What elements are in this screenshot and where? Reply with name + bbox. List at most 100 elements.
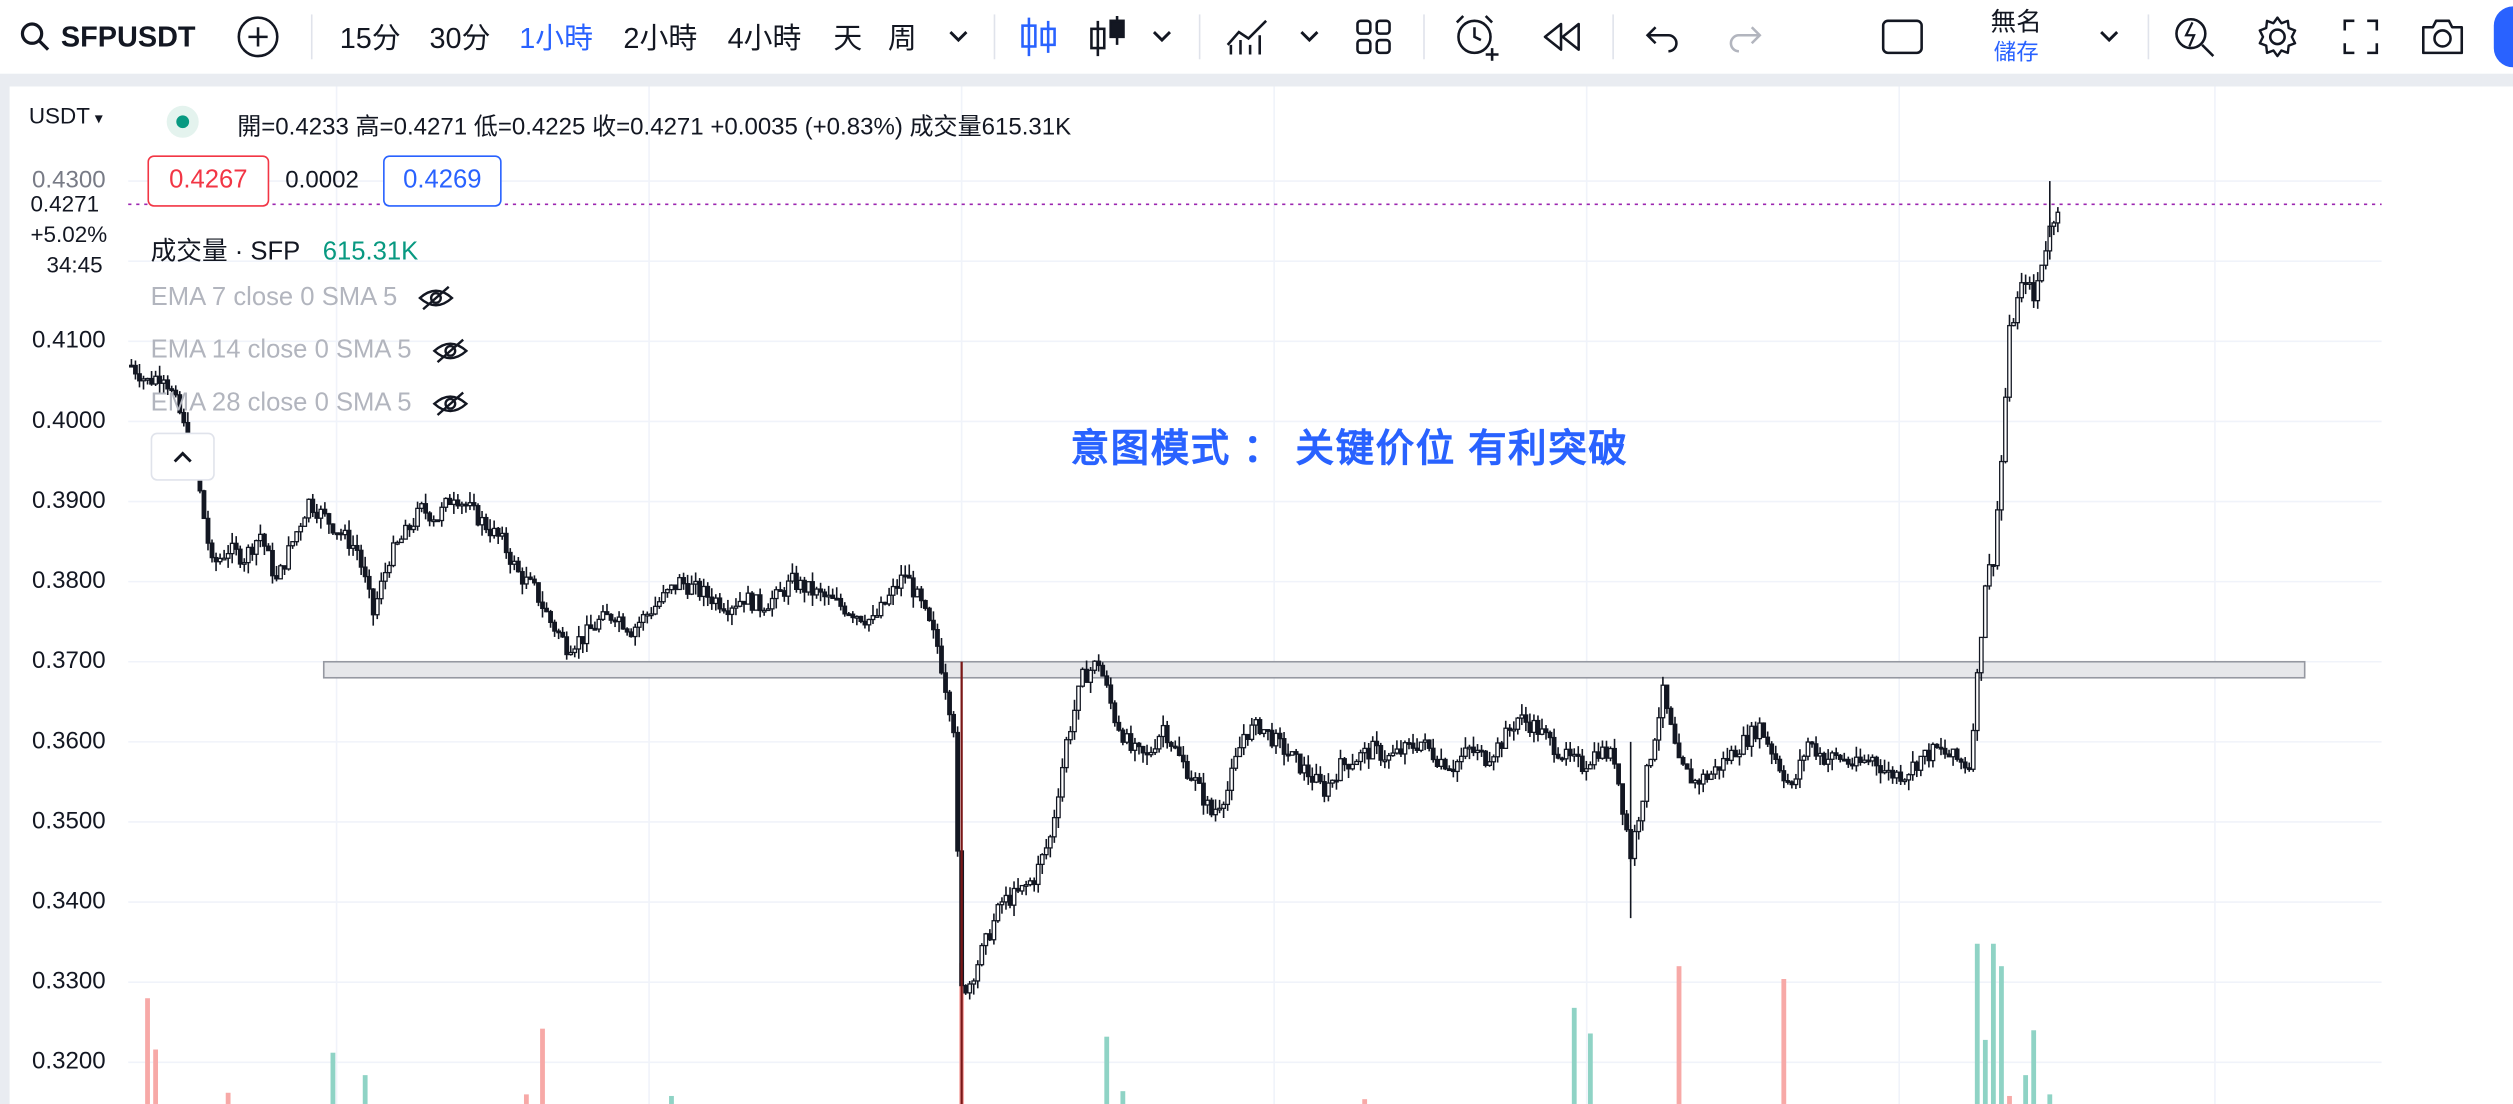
candle-body (709, 596, 715, 605)
chart-annotation-text[interactable]: 意图模式 ： 关键价位 有利突破 (1070, 427, 1629, 472)
candles-icon (1021, 17, 1056, 57)
candle-body (1785, 780, 1791, 783)
alert-button[interactable] (1446, 0, 1507, 74)
fullscreen-button[interactable] (2334, 0, 2388, 74)
indicators-button[interactable] (1218, 0, 1276, 74)
candle-body (2043, 250, 2049, 266)
interval-30m[interactable]: 30分 (429, 22, 491, 55)
indicator-ema14[interactable]: EMA 14 close 0 SMA 5 (151, 336, 470, 365)
collapse-legend-button[interactable] (150, 432, 215, 481)
candle-body (149, 377, 154, 385)
candle-body (1535, 719, 1541, 735)
volume-bar (145, 998, 150, 1104)
candle-body (241, 561, 247, 565)
save-layout-button[interactable]: 無名 儲存 (1968, 5, 2064, 69)
candle-body (713, 597, 719, 605)
candle-body (1309, 775, 1315, 783)
market-status-indicator[interactable] (166, 105, 199, 138)
indicators-dropdown[interactable] (1292, 0, 1327, 74)
sell-price-button[interactable]: 0.4267 (147, 155, 270, 207)
redo-button[interactable] (1721, 0, 1769, 74)
candle-body (789, 572, 795, 582)
candle-body (1692, 779, 1698, 784)
candle-body (1100, 664, 1106, 677)
chart-type-dropdown[interactable] (1144, 0, 1179, 74)
interval-2h[interactable]: 2小時 (623, 22, 698, 55)
candle-body (1563, 748, 1569, 760)
chart-pane[interactable] (0, 86, 2513, 1104)
replay-button[interactable] (1532, 0, 1590, 74)
volume-legend[interactable]: 成交量 · SFP 615.31K (151, 229, 419, 267)
volume-bar (1990, 943, 1996, 1104)
interval-week[interactable]: 周 (887, 22, 917, 55)
candle-body (1914, 761, 1920, 771)
candle-body (459, 503, 465, 507)
indicator-label: EMA 28 close 0 SMA 5 (150, 389, 412, 417)
candle-body (1672, 723, 1678, 744)
candle-body (1805, 741, 1811, 757)
eye-hidden-icon[interactable] (417, 284, 455, 313)
candle-body (1866, 759, 1871, 763)
interval-4h[interactable]: 4小時 (727, 22, 802, 55)
candle-body (1934, 743, 1940, 749)
ohlc-legend: 開=0.4233 高=0.4271 低=0.4225 收=0.4271 +0.0… (237, 113, 1072, 142)
candle-body (362, 566, 368, 578)
candle-body (1874, 756, 1879, 767)
current-price-label: 0.4271 +5.02% 34:45 (30, 191, 107, 282)
candle-body (1293, 751, 1299, 755)
snapshot-button[interactable] (2414, 0, 2472, 74)
layout-name: 無名 (1990, 9, 2042, 37)
price-chart[interactable] (0, 86, 2513, 1104)
currency-unit-selector[interactable]: USDT ▾ (29, 103, 103, 129)
candle-body (1358, 752, 1364, 763)
add-symbol-button[interactable] (234, 0, 282, 74)
chart-type-button[interactable] (1083, 0, 1131, 74)
candle-body (423, 503, 429, 514)
candle-body (931, 619, 936, 631)
indicator-ema7[interactable]: EMA 7 close 0 SMA 5 (151, 284, 456, 313)
layout-button[interactable] (1346, 0, 1400, 74)
candle-body (173, 389, 179, 396)
layout-window-button[interactable] (1875, 0, 1929, 74)
interval-1h[interactable]: 1小時 (519, 22, 593, 55)
candle-body (278, 565, 283, 580)
candle-body (1350, 763, 1355, 770)
eye-hidden-icon[interactable] (431, 336, 469, 365)
candle-body (257, 533, 263, 542)
candles-style-button[interactable] (1013, 0, 1064, 74)
candle-body (1749, 725, 1754, 747)
candle-body (640, 614, 646, 624)
candle-body (169, 388, 175, 392)
candle-body (1096, 660, 1102, 667)
candle-body (1438, 758, 1444, 767)
symbol-search[interactable]: SFPUSDT (19, 0, 199, 74)
candle-body (1632, 830, 1638, 860)
interval-15m[interactable]: 15分 (339, 22, 401, 55)
candle-body (1656, 717, 1662, 741)
candle-body (955, 731, 961, 852)
candle-body (137, 373, 142, 382)
eye-hidden-icon[interactable] (431, 389, 469, 418)
candle-body (1986, 564, 1992, 587)
candle-body (878, 601, 884, 617)
layout-dropdown[interactable] (2090, 0, 2128, 74)
interval-day[interactable]: 天 (833, 22, 863, 55)
candle-body (229, 542, 235, 555)
interval-dropdown[interactable] (939, 0, 977, 74)
rewind-icon (1543, 22, 1580, 51)
candle-body (221, 557, 227, 561)
candle-body (697, 580, 703, 598)
publish-button[interactable] (2493, 6, 2513, 68)
candle-body (390, 542, 396, 567)
buy-price-button[interactable]: 0.4269 (383, 155, 502, 207)
candle-body (354, 544, 360, 551)
candle-body (890, 585, 896, 596)
quick-search-button[interactable] (2167, 0, 2221, 74)
candle-body (314, 511, 320, 519)
indicator-ema28[interactable]: EMA 28 close 0 SMA 5 (151, 389, 470, 418)
candle-body (588, 624, 594, 630)
undo-button[interactable] (1638, 0, 1686, 74)
settings-button[interactable] (2250, 0, 2304, 74)
candle-body (2023, 282, 2029, 285)
volume-bar (523, 1094, 529, 1104)
